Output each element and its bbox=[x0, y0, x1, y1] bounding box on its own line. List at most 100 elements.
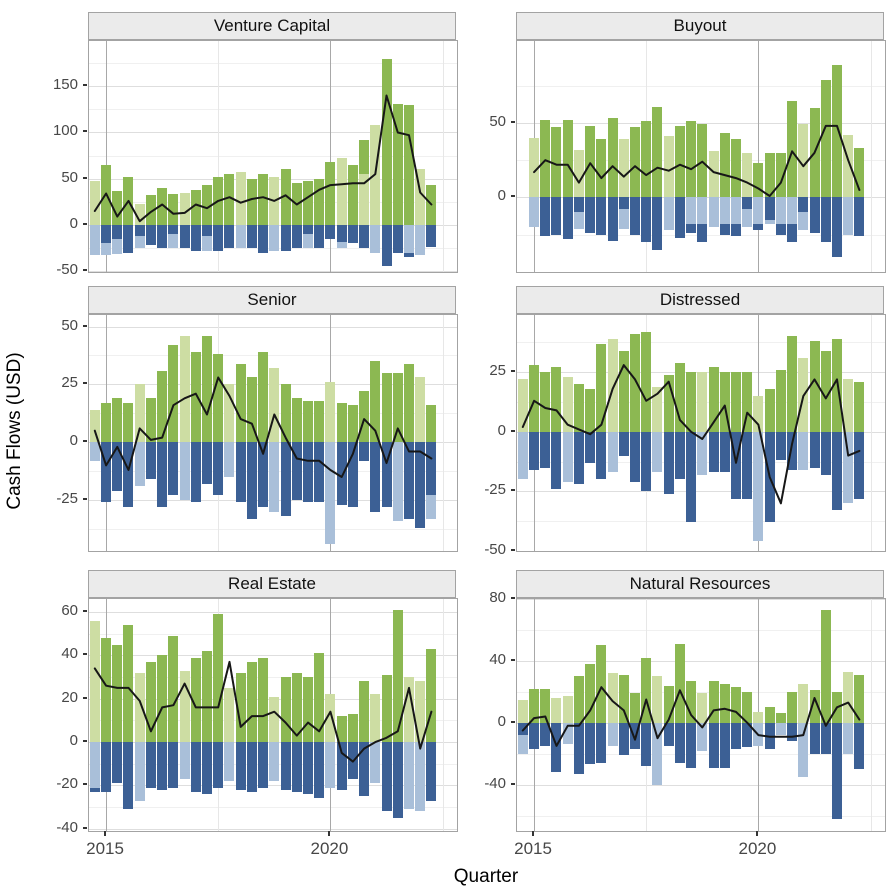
bar-distribution-light bbox=[180, 670, 190, 743]
gridline-minor-h bbox=[89, 529, 457, 531]
bar-call-dark bbox=[325, 224, 335, 239]
bar-distribution-dark bbox=[359, 391, 369, 443]
bar-distribution-dark bbox=[382, 674, 392, 743]
bar-call-dark bbox=[810, 722, 820, 754]
bar-call-dark bbox=[168, 224, 178, 235]
bar-distribution-dark bbox=[314, 178, 324, 225]
bar-distribution-dark bbox=[157, 655, 167, 743]
bar-distribution-light bbox=[697, 693, 707, 723]
bar-call-light bbox=[325, 442, 335, 545]
facet-strip: Natural Resources bbox=[516, 570, 884, 598]
bar-call-light bbox=[843, 431, 853, 504]
bar-distribution-light bbox=[415, 168, 425, 225]
bar-distribution-light bbox=[563, 696, 573, 723]
gridline-minor-h bbox=[89, 355, 457, 357]
bar-call-light bbox=[135, 442, 145, 487]
bar-distribution-light bbox=[135, 672, 145, 743]
bar-call-light bbox=[518, 722, 528, 754]
bar-call-dark bbox=[292, 742, 302, 792]
bar-distribution-dark bbox=[641, 657, 651, 723]
facet-plot-area bbox=[516, 598, 886, 832]
bar-call-dark bbox=[563, 197, 573, 240]
bar-distribution-dark bbox=[630, 334, 640, 432]
bar-distribution-dark bbox=[731, 372, 741, 432]
bar-call-light bbox=[180, 442, 190, 501]
bar-distribution-dark bbox=[765, 707, 775, 723]
bar-call-dark bbox=[314, 224, 324, 248]
gridline-minor-v bbox=[218, 41, 220, 272]
bar-call-dark bbox=[191, 742, 201, 792]
bar-distribution-light bbox=[529, 137, 539, 198]
bar-call-light bbox=[269, 442, 279, 512]
gridline-minor-h bbox=[517, 753, 885, 755]
gridline-major-h bbox=[89, 828, 457, 830]
y-tick-mark bbox=[83, 324, 87, 327]
gridline-major-h bbox=[517, 599, 885, 600]
bar-call-light bbox=[709, 197, 719, 228]
bar-call-dark bbox=[146, 224, 156, 246]
bar-call-dark bbox=[258, 442, 268, 508]
bar-call-dark bbox=[348, 224, 358, 244]
bar-call-dark bbox=[664, 722, 674, 746]
bar-call-dark bbox=[742, 197, 752, 210]
bar-distribution-light bbox=[269, 696, 279, 743]
bar-call-dark bbox=[686, 722, 696, 768]
bar-distribution-light bbox=[180, 192, 190, 225]
y-tick-mark bbox=[83, 653, 87, 656]
y-tick-label: 0 bbox=[69, 732, 78, 750]
bar-call-light bbox=[563, 431, 573, 482]
bar-distribution-dark bbox=[776, 369, 786, 432]
bar-call-dark bbox=[101, 442, 111, 503]
bar-distribution-light bbox=[135, 203, 145, 225]
bar-call-light bbox=[269, 224, 279, 251]
bar-call-dark bbox=[281, 224, 291, 251]
bar-call-dark bbox=[652, 197, 662, 250]
bar-call-dark bbox=[551, 431, 561, 489]
bar-call-dark bbox=[303, 224, 313, 235]
bar-call-light bbox=[303, 224, 313, 248]
bar-distribution-dark bbox=[224, 174, 234, 225]
bar-call-dark bbox=[337, 442, 347, 505]
bar-distribution-dark bbox=[641, 331, 651, 432]
y-tick-mark bbox=[511, 429, 515, 432]
bar-call-dark bbox=[303, 442, 313, 503]
bar-distribution-light bbox=[404, 677, 414, 743]
bar-call-dark bbox=[664, 431, 674, 494]
bar-call-light bbox=[798, 197, 808, 231]
bar-distribution-dark bbox=[337, 402, 347, 443]
bar-call-light bbox=[798, 722, 808, 777]
bar-distribution-dark bbox=[281, 384, 291, 443]
gridline-major-h bbox=[89, 271, 457, 272]
bar-call-dark bbox=[157, 742, 167, 790]
bar-distribution-dark bbox=[146, 398, 156, 443]
bar-call-light bbox=[608, 431, 618, 473]
bar-call-dark bbox=[585, 722, 595, 765]
facet-plot-area bbox=[88, 40, 458, 273]
bar-distribution-dark bbox=[370, 361, 380, 443]
bar-distribution-light bbox=[135, 384, 145, 443]
bar-distribution-dark bbox=[608, 118, 618, 198]
bar-call-dark bbox=[168, 742, 178, 788]
bar-distribution-dark bbox=[854, 381, 864, 432]
bar-call-light bbox=[619, 197, 629, 229]
bar-call-dark bbox=[641, 431, 651, 492]
gridline-major-h bbox=[89, 86, 457, 88]
bar-call-dark bbox=[404, 442, 414, 519]
bar-distribution-dark bbox=[675, 125, 685, 198]
bar-distribution-light bbox=[90, 409, 100, 443]
bar-distribution-dark bbox=[359, 681, 369, 743]
y-tick-mark bbox=[83, 440, 87, 443]
bar-distribution-dark bbox=[742, 372, 752, 432]
bar-call-light bbox=[269, 742, 279, 782]
bar-call-dark bbox=[213, 442, 223, 496]
bar-distribution-light bbox=[574, 149, 584, 198]
bar-distribution-dark bbox=[574, 676, 584, 723]
bar-call-dark bbox=[574, 431, 584, 485]
bar-distribution-light bbox=[180, 335, 190, 443]
bar-call-dark bbox=[731, 722, 741, 749]
bar-distribution-light bbox=[563, 376, 573, 432]
bar-call-dark bbox=[202, 742, 212, 795]
x-tick-mark bbox=[328, 831, 331, 836]
bar-call-dark bbox=[247, 224, 257, 248]
bar-distribution-dark bbox=[247, 178, 257, 225]
